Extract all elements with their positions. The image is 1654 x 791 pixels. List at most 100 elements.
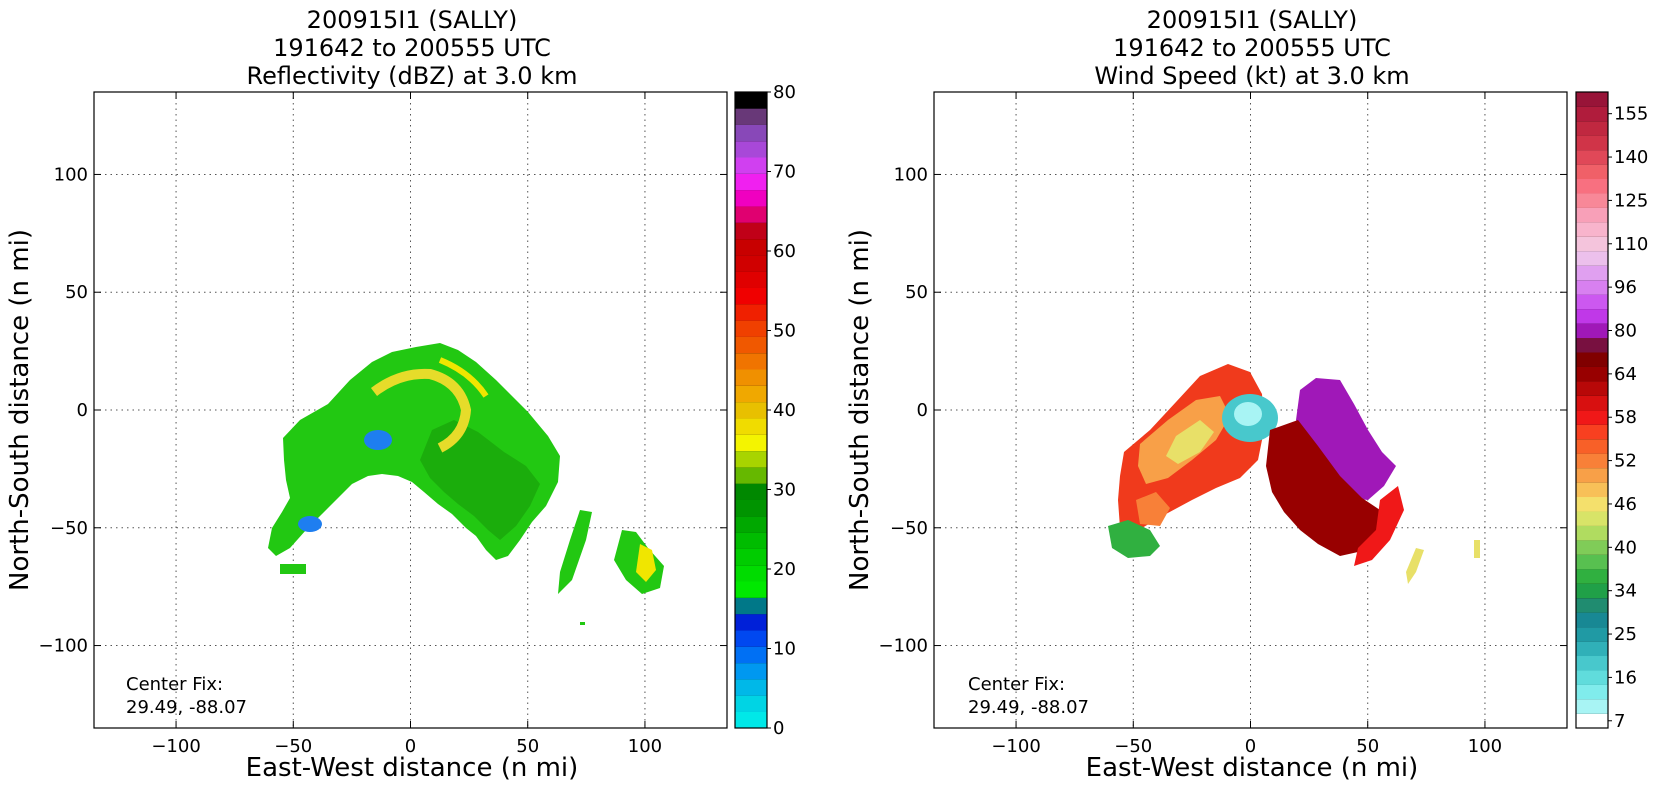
colorbar-segment <box>735 124 767 142</box>
colorbar-segment <box>1576 626 1608 642</box>
grid <box>934 92 1567 728</box>
y-tick-label: −100 <box>39 636 88 657</box>
colorbar-segment <box>1576 438 1608 454</box>
x-tick-labels: −100 −50 0 50 100 <box>151 736 662 757</box>
colorbar-tick-label: 50 <box>773 321 796 342</box>
x-tick-labels: −100 −50 0 50 100 <box>991 736 1502 757</box>
y-tick-label: −50 <box>50 518 88 539</box>
panel-title-line1: 200915I1 (SALLY) <box>1147 6 1358 34</box>
colorbar-segment <box>735 613 767 631</box>
y-tick-label: 0 <box>77 400 88 421</box>
echo-blue-patch <box>364 430 392 450</box>
x-tick-label: 50 <box>1356 736 1379 757</box>
colorbar-tick-label: 125 <box>1614 190 1648 211</box>
echo-darker-core <box>420 420 540 540</box>
x-tick-label: 100 <box>1468 736 1502 757</box>
colorbar-segment <box>1576 381 1608 396</box>
y-tick-label: 50 <box>65 282 88 303</box>
reflectivity-panel: 200915I1 (SALLY) 191642 to 200555 UTC Re… <box>5 6 796 783</box>
wind-darkred-region <box>1266 420 1380 556</box>
x-tick-label: 0 <box>405 736 416 757</box>
panel-title-line2: 191642 to 200555 UTC <box>273 34 551 62</box>
colorbar-segment <box>1576 92 1608 107</box>
axis-ticks <box>934 92 1567 728</box>
colorbar-tick-label: 58 <box>1614 407 1637 428</box>
colorbar-segment <box>735 255 767 272</box>
colorbar-segment <box>1576 713 1608 729</box>
colorbar-segment <box>735 352 767 370</box>
colorbar-segment <box>1576 699 1608 714</box>
panel-title-line2: 191642 to 200555 UTC <box>1113 34 1391 62</box>
wind-east-purple-region <box>1296 378 1396 500</box>
panel-title-line3: Wind Speed (kt) at 3.0 km <box>1094 62 1409 90</box>
wind-sw-orange-region <box>1136 492 1170 526</box>
colorbar-segment <box>735 597 767 615</box>
y-axis-label: North-South distance (n mi) <box>845 229 875 591</box>
colorbar-segment <box>1576 323 1608 339</box>
colorbar-tick-label: 80 <box>1614 321 1637 342</box>
colorbar-segment <box>735 467 767 484</box>
colorbar-tick-label: 80 <box>773 82 796 103</box>
colorbar-segment <box>735 499 767 517</box>
colorbar-segment <box>735 304 767 321</box>
colorbar-segment <box>1576 251 1608 266</box>
colorbar-tick-label: 40 <box>1614 537 1637 558</box>
colorbar-segment <box>1576 207 1608 223</box>
colorbar-segment <box>735 140 767 158</box>
x-tick-label: −100 <box>151 736 200 757</box>
y-tick-label: 100 <box>54 164 88 185</box>
colorbar-segment <box>735 483 767 500</box>
y-tick-label: −50 <box>890 518 928 539</box>
echo-band-east <box>558 510 592 594</box>
colorbar-segment <box>1576 164 1608 180</box>
colorbar-segment <box>1576 467 1608 483</box>
echo-eyewall-ring <box>370 368 472 453</box>
reflectivity-field <box>268 343 664 625</box>
colorbar-segment <box>735 418 767 435</box>
colorbar-segment <box>735 646 767 664</box>
colorbar-tick-label: 0 <box>773 718 784 739</box>
x-tick-label: 50 <box>516 736 539 757</box>
echo-band-far-east-yellow <box>636 544 656 582</box>
colorbar-segment <box>1576 641 1608 657</box>
echo-small-fragment-2 <box>580 622 585 625</box>
colorbar-segment <box>1576 265 1608 281</box>
center-fix-value: 29.49, -88.07 <box>968 697 1089 718</box>
x-tick-label: −50 <box>1114 736 1152 757</box>
colorbar-segment <box>1576 149 1608 165</box>
colorbar-segment <box>735 581 767 598</box>
colorbar-tick-label: 30 <box>773 480 796 501</box>
colorbar-segment <box>1576 308 1608 324</box>
colorbar-segment <box>735 157 767 174</box>
colorbar-segment <box>1576 597 1608 613</box>
y-tick-label: 0 <box>917 400 928 421</box>
panel-title-line3: Reflectivity (dBZ) at 3.0 km <box>247 62 578 90</box>
y-tick-label: −100 <box>879 636 928 657</box>
echo-blue-patch-2 <box>298 516 322 532</box>
colorbar-segment <box>1576 193 1608 208</box>
colorbar-segment <box>1576 106 1608 122</box>
colorbar-segment <box>735 385 767 403</box>
colorbar-segment <box>735 206 767 223</box>
x-tick-label: 100 <box>628 736 662 757</box>
colorbar-segment <box>735 369 767 386</box>
colorbar-segment <box>1576 178 1608 194</box>
colorbar-segment <box>1576 569 1608 584</box>
y-tick-label: 100 <box>894 164 928 185</box>
wind-yellow-band <box>1166 420 1214 464</box>
echo-yellow-band <box>438 357 489 398</box>
x-axis-label: East-West distance (n mi) <box>1086 753 1419 783</box>
colorbar-tick-label: 70 <box>773 162 796 183</box>
colorbar-tick-label: 110 <box>1614 234 1648 255</box>
colorbar-segment <box>1576 120 1608 136</box>
colorbar-segment <box>735 695 767 712</box>
colorbar-tick-label: 155 <box>1614 104 1648 125</box>
x-tick-label: −50 <box>274 736 312 757</box>
colorbar-tick-label: 140 <box>1614 147 1648 168</box>
colorbar-segment <box>1576 453 1608 469</box>
colorbar-segment <box>735 711 767 729</box>
wind-speed-field <box>1108 364 1480 584</box>
wind-sw-green-region <box>1108 520 1160 558</box>
colorbar-segment <box>735 630 767 647</box>
